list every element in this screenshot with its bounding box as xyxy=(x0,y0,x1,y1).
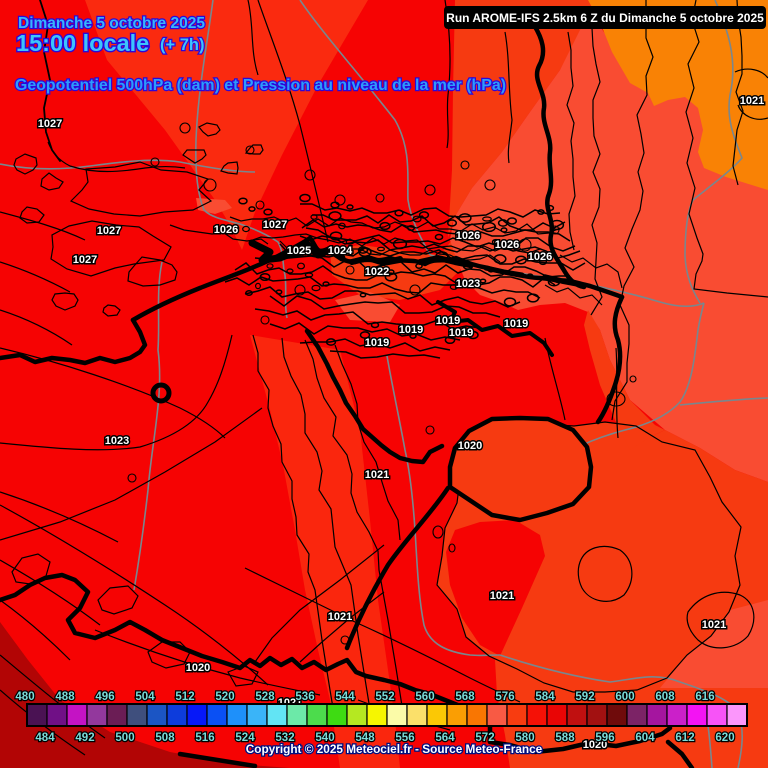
svg-text:(+ 7h): (+ 7h) xyxy=(160,36,204,54)
svg-text:1021: 1021 xyxy=(740,95,764,107)
svg-text:548: 548 xyxy=(355,732,375,744)
svg-text:1027: 1027 xyxy=(263,219,287,231)
svg-text:1022: 1022 xyxy=(365,266,389,278)
svg-text:500: 500 xyxy=(115,732,134,744)
svg-text:612: 612 xyxy=(675,732,694,744)
svg-text:544: 544 xyxy=(335,691,355,703)
svg-text:Run AROME-IFS 2.5km 6 Z du Dim: Run AROME-IFS 2.5km 6 Z du Dimanche 5 oc… xyxy=(446,11,764,25)
svg-text:1020: 1020 xyxy=(186,662,210,674)
svg-text:1019: 1019 xyxy=(365,337,389,349)
svg-text:15:00 locale: 15:00 locale xyxy=(16,30,149,56)
svg-text:1023: 1023 xyxy=(105,435,129,447)
svg-text:1027: 1027 xyxy=(38,118,62,130)
svg-text:580: 580 xyxy=(515,732,534,744)
svg-text:1021: 1021 xyxy=(365,469,389,481)
svg-text:1019: 1019 xyxy=(504,318,528,330)
svg-text:484: 484 xyxy=(35,732,55,744)
svg-text:528: 528 xyxy=(255,691,275,703)
svg-text:604: 604 xyxy=(635,732,655,744)
svg-text:1026: 1026 xyxy=(456,230,480,242)
svg-text:1019: 1019 xyxy=(436,315,460,327)
svg-text:588: 588 xyxy=(555,732,575,744)
svg-text:532: 532 xyxy=(275,732,294,744)
svg-text:496: 496 xyxy=(95,691,114,703)
svg-text:568: 568 xyxy=(455,691,475,703)
svg-text:Dimanche 5 octobre 2025: Dimanche 5 octobre 2025 xyxy=(18,15,205,32)
svg-text:524: 524 xyxy=(235,732,255,744)
svg-text:1024: 1024 xyxy=(328,245,353,257)
svg-text:1026: 1026 xyxy=(214,224,238,236)
svg-text:1021: 1021 xyxy=(328,611,352,623)
svg-text:Copyright © 2025 Meteociel.fr: Copyright © 2025 Meteociel.fr - Source M… xyxy=(246,742,543,756)
svg-text:592: 592 xyxy=(575,691,594,703)
svg-text:572: 572 xyxy=(475,732,494,744)
svg-text:540: 540 xyxy=(315,732,334,744)
svg-text:1019: 1019 xyxy=(399,324,423,336)
svg-text:492: 492 xyxy=(75,732,94,744)
svg-text:1020: 1020 xyxy=(458,440,482,452)
svg-text:576: 576 xyxy=(495,691,514,703)
svg-text:536: 536 xyxy=(295,691,314,703)
svg-text:1027: 1027 xyxy=(73,254,97,266)
svg-text:508: 508 xyxy=(155,732,175,744)
svg-text:616: 616 xyxy=(695,691,714,703)
svg-text:520: 520 xyxy=(215,691,234,703)
svg-text:1021: 1021 xyxy=(702,619,726,631)
svg-text:488: 488 xyxy=(55,691,75,703)
svg-text:620: 620 xyxy=(715,732,734,744)
svg-text:480: 480 xyxy=(15,691,34,703)
svg-text:600: 600 xyxy=(615,691,634,703)
svg-text:1019: 1019 xyxy=(449,327,473,339)
svg-text:552: 552 xyxy=(375,691,394,703)
svg-text:Geopotentiel 500hPa (dam) et P: Geopotentiel 500hPa (dam) et Pression au… xyxy=(15,77,506,94)
svg-text:516: 516 xyxy=(195,732,214,744)
svg-text:584: 584 xyxy=(535,691,555,703)
svg-text:1026: 1026 xyxy=(495,239,519,251)
svg-text:1023: 1023 xyxy=(456,278,480,290)
svg-text:608: 608 xyxy=(655,691,675,703)
svg-text:556: 556 xyxy=(395,732,414,744)
svg-text:596: 596 xyxy=(595,732,614,744)
svg-text:1025: 1025 xyxy=(287,245,311,257)
svg-text:1026: 1026 xyxy=(528,251,552,263)
svg-text:1021: 1021 xyxy=(490,590,514,602)
svg-text:560: 560 xyxy=(415,691,434,703)
svg-text:512: 512 xyxy=(175,691,194,703)
svg-text:564: 564 xyxy=(435,732,455,744)
svg-text:1020: 1020 xyxy=(583,739,607,751)
svg-text:504: 504 xyxy=(135,691,155,703)
svg-text:1027: 1027 xyxy=(97,225,121,237)
